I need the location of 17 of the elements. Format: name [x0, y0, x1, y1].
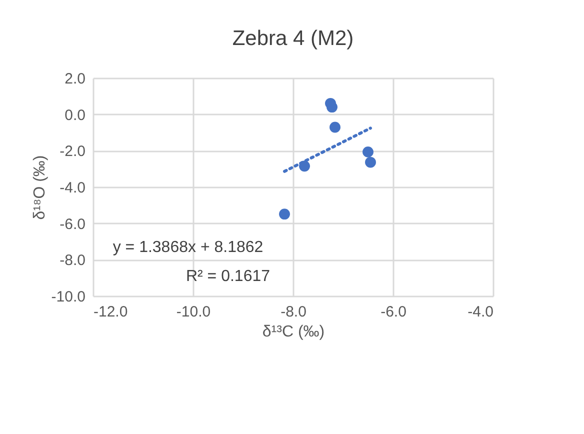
y-tick-label: 0.0 [64, 106, 86, 124]
y-tick-label: -2.0 [60, 143, 86, 160]
y-axis-title: δ¹⁸O (‰) [31, 155, 48, 220]
y-tick-label: -10.0 [51, 288, 86, 306]
x-tick-label: -10.0 [176, 304, 211, 320]
x-tick-label: -4.0 [468, 304, 494, 320]
x-tick-label: -8.0 [280, 304, 306, 320]
y-tick-label: -8.0 [60, 252, 86, 270]
annotation: y = 1.3868x + 8.1862 [112, 239, 264, 256]
y-tick-label: -4.0 [60, 180, 86, 196]
x-tick-label: -12.0 [94, 304, 128, 320]
annotation: R² = 0.1617 [186, 268, 270, 285]
y-tick-label: -6.0 [60, 216, 86, 233]
chart-title: Zebra 4 (M2) [232, 27, 354, 50]
y-tick-label: 2.0 [64, 70, 86, 88]
x-tick-label: -6.0 [380, 304, 406, 320]
x-axis-title: δ¹³C (‰) [262, 324, 325, 340]
